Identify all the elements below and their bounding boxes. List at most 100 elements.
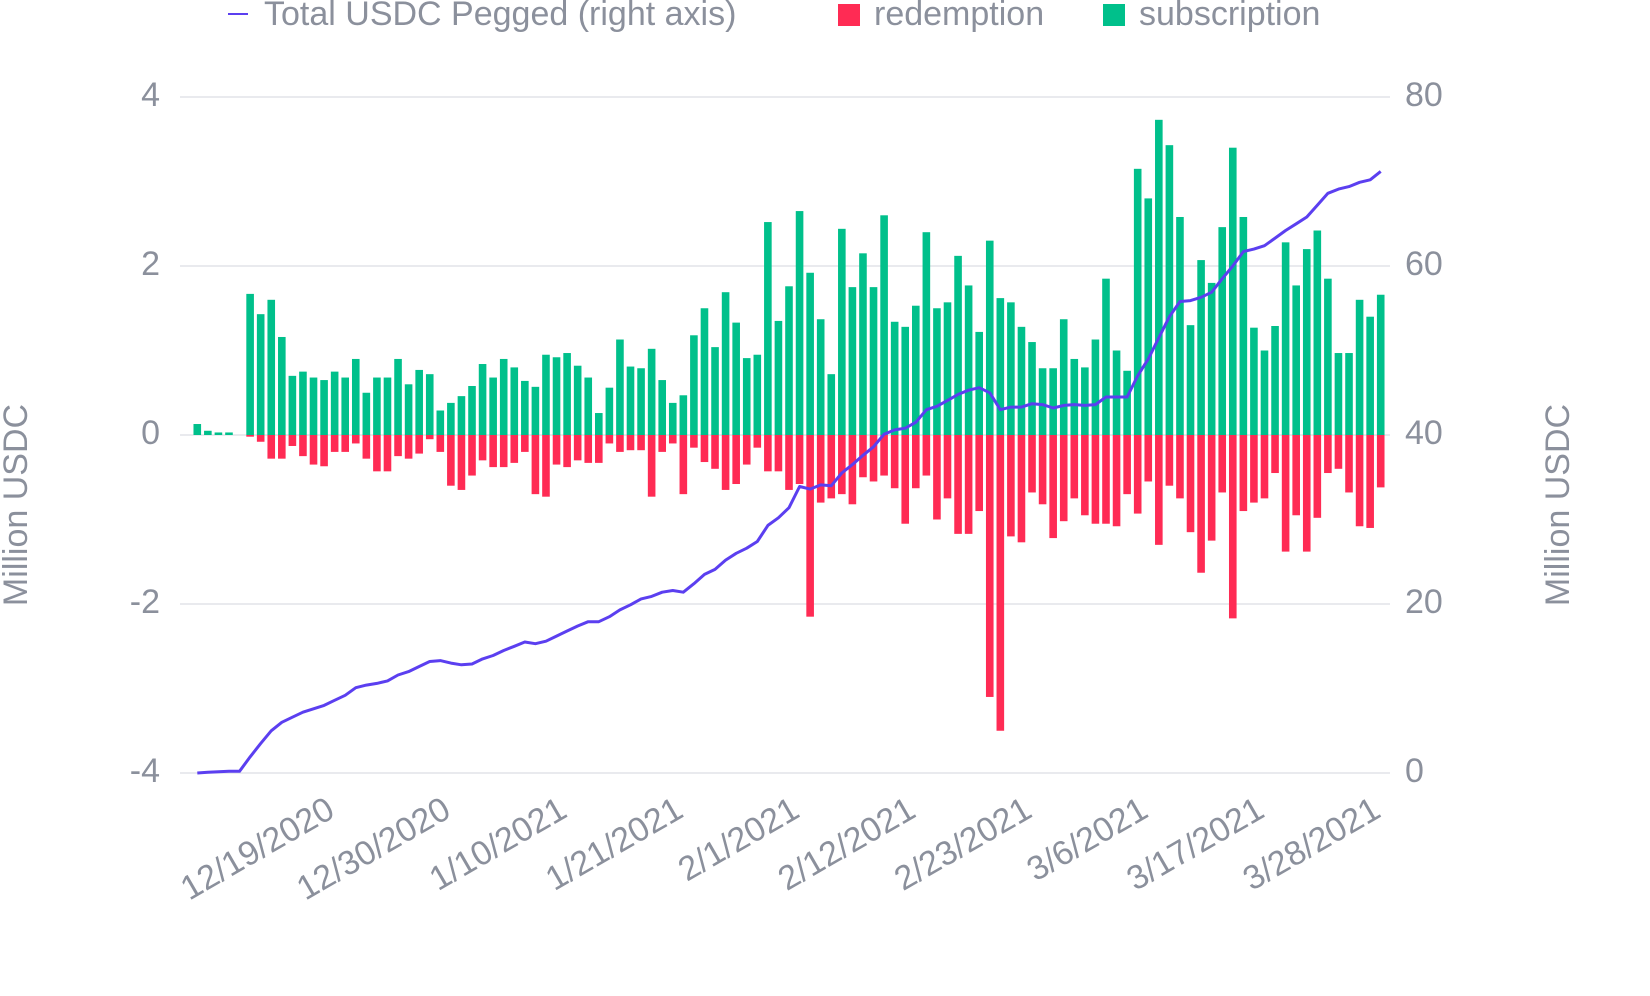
bar — [658, 380, 667, 435]
bar — [827, 374, 836, 435]
bar — [531, 386, 540, 435]
bar — [436, 410, 445, 435]
bar — [383, 377, 392, 435]
bar — [1355, 435, 1364, 527]
bar — [373, 435, 381, 472]
y2-tick-label: 60 — [1405, 245, 1443, 283]
bar — [658, 435, 667, 452]
bar — [901, 326, 910, 435]
bar — [1017, 326, 1026, 435]
bar — [742, 435, 751, 465]
bar — [1324, 278, 1332, 435]
bar — [309, 377, 318, 435]
bar — [911, 435, 920, 489]
bar — [595, 435, 603, 463]
bar — [795, 211, 804, 435]
bar — [954, 435, 962, 534]
bar — [911, 305, 920, 435]
bar — [721, 435, 730, 490]
bar — [1165, 145, 1174, 436]
bar — [848, 287, 857, 435]
bar — [922, 435, 931, 476]
y2-tick-label: 80 — [1405, 76, 1443, 114]
bar — [975, 435, 983, 512]
bar — [616, 435, 624, 452]
bar — [785, 286, 793, 435]
bar — [362, 435, 371, 459]
bar — [552, 435, 561, 465]
bar — [584, 435, 593, 463]
bar — [647, 435, 656, 497]
bar — [1091, 435, 1100, 524]
bar — [700, 435, 709, 463]
bar — [827, 435, 836, 499]
bar — [1334, 353, 1343, 435]
bar — [1271, 435, 1279, 474]
bar — [721, 292, 730, 435]
bar — [1345, 435, 1353, 493]
bar — [1207, 435, 1216, 541]
bar — [351, 358, 360, 435]
bar — [510, 435, 519, 463]
bar — [795, 435, 804, 485]
bar — [1070, 358, 1079, 435]
bar — [478, 435, 487, 461]
bar — [1123, 370, 1131, 435]
bar — [679, 435, 688, 495]
bar — [1007, 302, 1015, 435]
bar — [278, 336, 286, 435]
bar — [521, 435, 529, 452]
bar — [732, 435, 740, 485]
bar — [267, 299, 276, 435]
bar — [204, 430, 212, 435]
bar — [415, 369, 423, 435]
bar — [1250, 435, 1258, 503]
bar — [996, 298, 1005, 435]
bar — [668, 402, 677, 435]
bar — [584, 377, 593, 435]
bar — [1176, 435, 1184, 499]
bar — [489, 435, 497, 468]
bar — [1292, 435, 1300, 516]
bar — [225, 432, 233, 435]
bar — [214, 432, 223, 435]
bar — [1186, 325, 1195, 435]
bar — [1376, 294, 1385, 435]
bar — [880, 215, 888, 435]
bar — [626, 366, 635, 435]
bar — [404, 435, 413, 459]
bar — [1017, 435, 1026, 543]
bar — [330, 371, 339, 435]
bar — [753, 354, 762, 435]
bar — [394, 435, 402, 457]
bar — [838, 435, 846, 495]
bar — [1176, 216, 1184, 435]
bar — [848, 435, 857, 505]
bar — [595, 413, 603, 435]
bar — [1102, 278, 1110, 435]
bar — [985, 435, 994, 697]
bar — [996, 435, 1005, 731]
bar — [425, 435, 434, 440]
bar — [943, 302, 952, 435]
bar — [1324, 435, 1332, 474]
bar — [1028, 435, 1036, 493]
bar — [859, 253, 867, 435]
bar — [785, 435, 793, 490]
bar — [1271, 325, 1279, 435]
bar — [1313, 230, 1322, 435]
bar — [690, 435, 698, 448]
legend-label: redemption — [874, 0, 1044, 33]
bar — [404, 384, 413, 435]
bar — [246, 293, 254, 435]
bar — [890, 321, 899, 435]
bar — [267, 435, 276, 459]
bar — [605, 435, 614, 444]
bar — [278, 435, 286, 459]
bar — [1133, 168, 1142, 435]
bar — [711, 435, 719, 469]
bar — [838, 228, 846, 435]
bar — [436, 435, 445, 452]
bar — [1281, 242, 1290, 435]
